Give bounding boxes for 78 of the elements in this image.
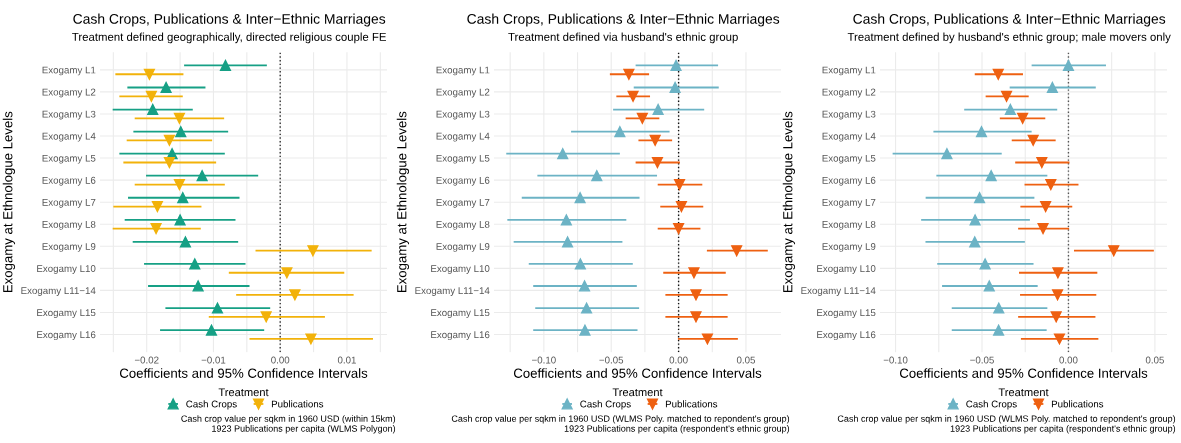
legend-label: Publications [271,400,324,408]
y-tick-label: Exogamy L10 [431,265,490,274]
legend-title: Treatment [218,388,269,397]
y-tick-label: Exogamy L11−14 [21,287,96,296]
x-axis-title: Coefficients and 95% Confidence Intervals [513,368,762,378]
x-tick-label: 0.00 [1059,356,1078,364]
x-tick-label: −0.05 [599,356,624,364]
y-tick-label: Exogamy L6 [822,176,876,186]
y-tick-label: Exogamy L2 [436,88,490,98]
chart-subtitle: Treatment defined via husband's ethnic group [508,32,738,44]
y-tick-label: Exogamy L11−14 [801,287,876,296]
x-tick-label: 0.01 [337,356,356,364]
y-tick-label: Exogamy L1 [822,66,876,76]
legend-label: Cash Crops [966,400,1017,410]
legend-label: Cash Crops [580,400,631,410]
y-tick-label: Exogamy L9 [436,243,490,252]
text: Cash crop value per sqkm in 1960 USD (within 15km) [181,415,396,424]
y-tick-label: Exogamy L10 [37,265,96,274]
x-tick-label: −0.05 [970,356,994,364]
y-tick-label: Exogamy L16 [431,331,490,341]
chart-title: Cash Crops, Publications & Inter−Ethnic Marriages [853,13,1166,27]
y-tick-label: Exogamy L4 [436,132,490,142]
legend-title: Treatment [998,388,1049,397]
y-tick-label: Exogamy L8 [822,220,876,230]
x-tick-label: 0.05 [736,356,756,364]
y-tick-label: Exogamy L15 [817,309,876,319]
chart-title: Cash Crops, Publications & Inter−Ethnic Marriages [73,13,386,27]
y-tick-label: Exogamy L9 [822,243,876,252]
y-tick-label: Exogamy L5 [436,154,490,164]
y-tick-label: Exogamy L2 [822,88,876,98]
x-tick-label: 0.00 [271,356,290,364]
y-tick-label: Exogamy L8 [42,220,96,230]
y-tick-label: Exogamy L8 [436,220,490,230]
legend-label: Publications [665,400,718,408]
y-tick-label: Exogamy L10 [817,265,876,274]
x-tick-label: −0.01 [201,356,226,364]
y-tick-label: Exogamy L7 [436,199,490,208]
y-tick-label: Exogamy L5 [822,154,876,164]
text: Cash crop value per sqkm in 1960 USD (WLMS Poly. matched to repondent's group) [837,415,1176,424]
x-axis-title: Coefficients and 95% Confidence Intervals [119,368,368,378]
y-tick-label: Exogamy L16 [37,331,96,341]
y-tick-label: Exogamy L1 [436,66,490,76]
x-axis-title: Coefficients and 95% Confidence Intervals [899,368,1148,378]
y-tick-label: Exogamy L7 [822,199,876,208]
legend-label: Cash Crops [186,400,237,410]
x-tick-label: −0.10 [883,356,908,364]
y-tick-label: Exogamy L3 [42,110,96,120]
x-tick-label: 0.05 [1145,356,1164,364]
chart-title: Cash Crops, Publications & Inter−Ethnic Marriages [467,13,780,27]
text: 1923 Publications per capita (respondent's ethnic group) [564,425,790,434]
text: 1923 Publications per capita (respondent's ethnic group) [950,425,1176,434]
y-tick-label: Exogamy L6 [42,176,96,186]
y-tick-label: Exogamy L9 [42,243,96,252]
y-tick-label: Exogamy L4 [42,132,96,142]
x-tick-label: −0.10 [532,356,556,364]
y-tick-label: Exogamy L4 [822,132,876,142]
chart-subtitle: Treatment defined geographically, directed religious couple FE [72,32,386,44]
text: 1923 Publications per capita (WLMS Polygon) [212,425,396,434]
legend-label: Publications [1051,400,1104,408]
y-tick-label: Exogamy L15 [431,309,490,319]
y-tick-label: Exogamy L1 [42,66,96,76]
y-tick-label: Exogamy L5 [42,154,96,164]
x-tick-label: 0.00 [669,356,688,364]
y-tick-label: Exogamy L2 [42,88,96,98]
y-tick-label: Exogamy L7 [42,199,96,208]
y-tick-label: Exogamy L3 [436,110,490,120]
y-tick-label: Exogamy L11−14 [415,287,490,296]
x-tick-label: −0.02 [134,356,159,364]
text: Cash crop value per sqkm in 1960 USD (WLMS Poly. matched to repondent's group) [451,415,790,424]
y-axis-title: Exogamy at Ethnologue Levels [782,111,796,293]
y-tick-label: Exogamy L3 [822,110,876,120]
y-axis-title: Exogamy at Ethnologue Levels [396,111,410,293]
y-tick-label: Exogamy L16 [817,331,876,341]
chart-subtitle: Treatment defined by husband's ethnic group; male movers only [847,32,1171,44]
y-axis-title: Exogamy at Ethnologue Levels [2,111,16,293]
legend-title: Treatment [612,388,663,397]
y-tick-label: Exogamy L6 [436,176,490,186]
y-tick-label: Exogamy L15 [37,309,96,319]
